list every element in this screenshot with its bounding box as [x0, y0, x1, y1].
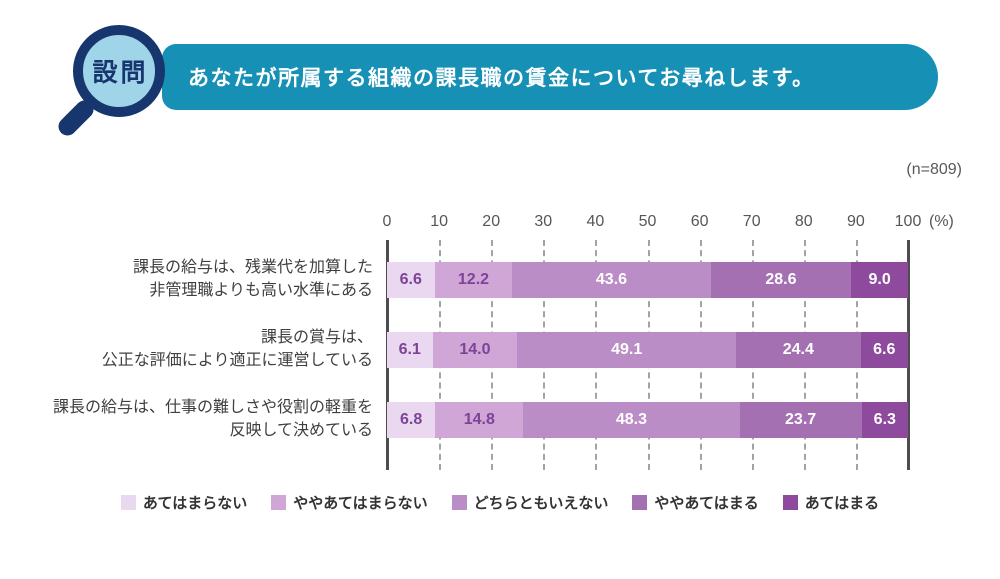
bar-segment-value: 43.6: [595, 271, 628, 288]
legend-item: あてはまらない: [120, 492, 248, 513]
legend-swatch: [451, 494, 467, 510]
legend-swatch: [271, 494, 287, 510]
category-label-line: 課長の給与は、仕事の難しさや役割の軽重を: [52, 399, 373, 416]
bar-segment-value: 49.1: [611, 341, 643, 358]
x-axis-tick-label: 100: [894, 213, 922, 230]
bar-segment: 6.1: [387, 332, 433, 368]
bar-segment: 24.4: [736, 332, 861, 368]
legend-swatch: [632, 494, 648, 510]
legend-label: ややあてはまらない: [293, 494, 428, 512]
category-label-line: 非管理職よりも高い水準にある: [149, 282, 373, 299]
x-axis-tick-label: 30: [534, 213, 553, 230]
x-axis-tick-label: 20: [482, 213, 501, 230]
magnifier-lens: 設問: [73, 25, 165, 117]
bar-segment: 6.8: [387, 402, 436, 438]
bar-segment: 6.3: [861, 402, 908, 438]
bar-segment: 49.1: [517, 332, 737, 368]
chart-legend: あてはまらない ややあてはまらない どちらともいえない ややあてはまる あてはまる: [0, 489, 1000, 515]
x-axis-tick-label: 50: [638, 213, 657, 230]
x-axis-unit-label: (%): [929, 213, 954, 230]
magnifier-icon: 設問: [54, 25, 165, 140]
bar-segment: 23.7: [739, 402, 862, 438]
x-axis-tick-label: 70: [742, 213, 761, 230]
bar-segment-value: 6.6: [399, 271, 422, 288]
bar-segment: 12.2: [434, 262, 513, 298]
gridline: [907, 240, 910, 470]
legend-label: どちらともいえない: [473, 494, 609, 512]
bar-segment-value: 24.4: [782, 341, 814, 358]
x-axis-tick-label: 40: [586, 213, 605, 230]
legend-label: あてはまる: [804, 494, 880, 512]
legend-swatch: [782, 494, 798, 510]
bar-segment-value: 6.3: [873, 411, 896, 428]
x-axis-tick-label: 80: [794, 213, 813, 230]
legend-item: どちらともいえない: [451, 492, 609, 513]
legend-label: あてはまらない: [142, 494, 248, 512]
category-label: 課長の給与は、仕事の難しさや役割の軽重を反映して決めている: [0, 396, 373, 442]
x-axis-ticks: 0 10 20 30 40 50 60 70 80 90 100: [383, 213, 922, 233]
legend-swatch: [120, 494, 136, 510]
bar-segment: 14.0: [432, 332, 518, 368]
category-label: 課長の賞与は、公正な評価により適正に運営している: [0, 326, 373, 372]
legend-item: あてはまる: [782, 492, 880, 513]
bar-segment: 6.6: [387, 262, 435, 298]
bar-segment-value: 14.0: [459, 341, 491, 358]
sample-size-label: (n=809): [906, 161, 962, 178]
bar-segment-value: 6.8: [400, 411, 423, 428]
x-axis-tick-label: 0: [382, 213, 392, 230]
category-label-line: 公正な評価により適正に運営している: [101, 352, 373, 369]
category-label-line: 反映して決めている: [229, 422, 373, 439]
bar-row: 6.6 12.2 43.6 28.6 9.0: [387, 262, 908, 298]
bar-segment-value: 6.6: [873, 341, 896, 358]
bar-segment-value: 6.1: [398, 341, 421, 358]
bar-segment: 28.6: [710, 262, 852, 298]
bar-row: 6.1 14.0 49.1 24.4 6.6: [387, 332, 909, 368]
question-banner-text: あなたが所属する組織の課長職の賃金についてお尋ねします。: [188, 67, 815, 90]
legend-label: ややあてはまる: [654, 494, 759, 512]
bar-segment-value: 9.0: [868, 271, 891, 288]
bar-row: 6.8 14.8 48.3 23.7 6.3: [387, 402, 908, 438]
question-badge-label: 設問: [92, 59, 149, 87]
plot-area: 6.6 12.2 43.6 28.6 9.0 6.1 14.0 49.1 24.4 6.6 6.8 1…: [386, 240, 910, 470]
bar-segment: 14.8: [435, 402, 524, 438]
bar-segment: 48.3: [523, 402, 740, 438]
bar-segment-value: 23.7: [785, 411, 817, 428]
legend-item: ややあてはまらない: [271, 492, 428, 513]
category-label-line: 課長の賞与は、: [260, 329, 373, 346]
bar-segment: 43.6: [512, 262, 711, 298]
question-banner: あなたが所属する組織の課長職の賃金についてお尋ねします。: [162, 44, 938, 110]
x-axis-tick-label: 60: [690, 213, 709, 230]
bar-segment-value: 28.6: [765, 271, 797, 288]
legend-item: ややあてはまる: [632, 492, 759, 513]
x-axis-tick-label: 90: [846, 213, 865, 230]
bar-segment: 9.0: [851, 262, 908, 298]
bar-segment-value: 48.3: [615, 411, 647, 428]
bar-segment: 6.6: [860, 332, 909, 368]
bar-segment-value: 12.2: [457, 271, 490, 288]
x-axis-tick-label: 10: [430, 213, 448, 230]
category-label: 課長の給与は、残業代を加算した非管理職よりも高い水準にある: [0, 256, 373, 302]
bar-segment-value: 14.8: [463, 411, 495, 428]
category-label-line: 課長の給与は、残業代を加算した: [132, 259, 373, 276]
